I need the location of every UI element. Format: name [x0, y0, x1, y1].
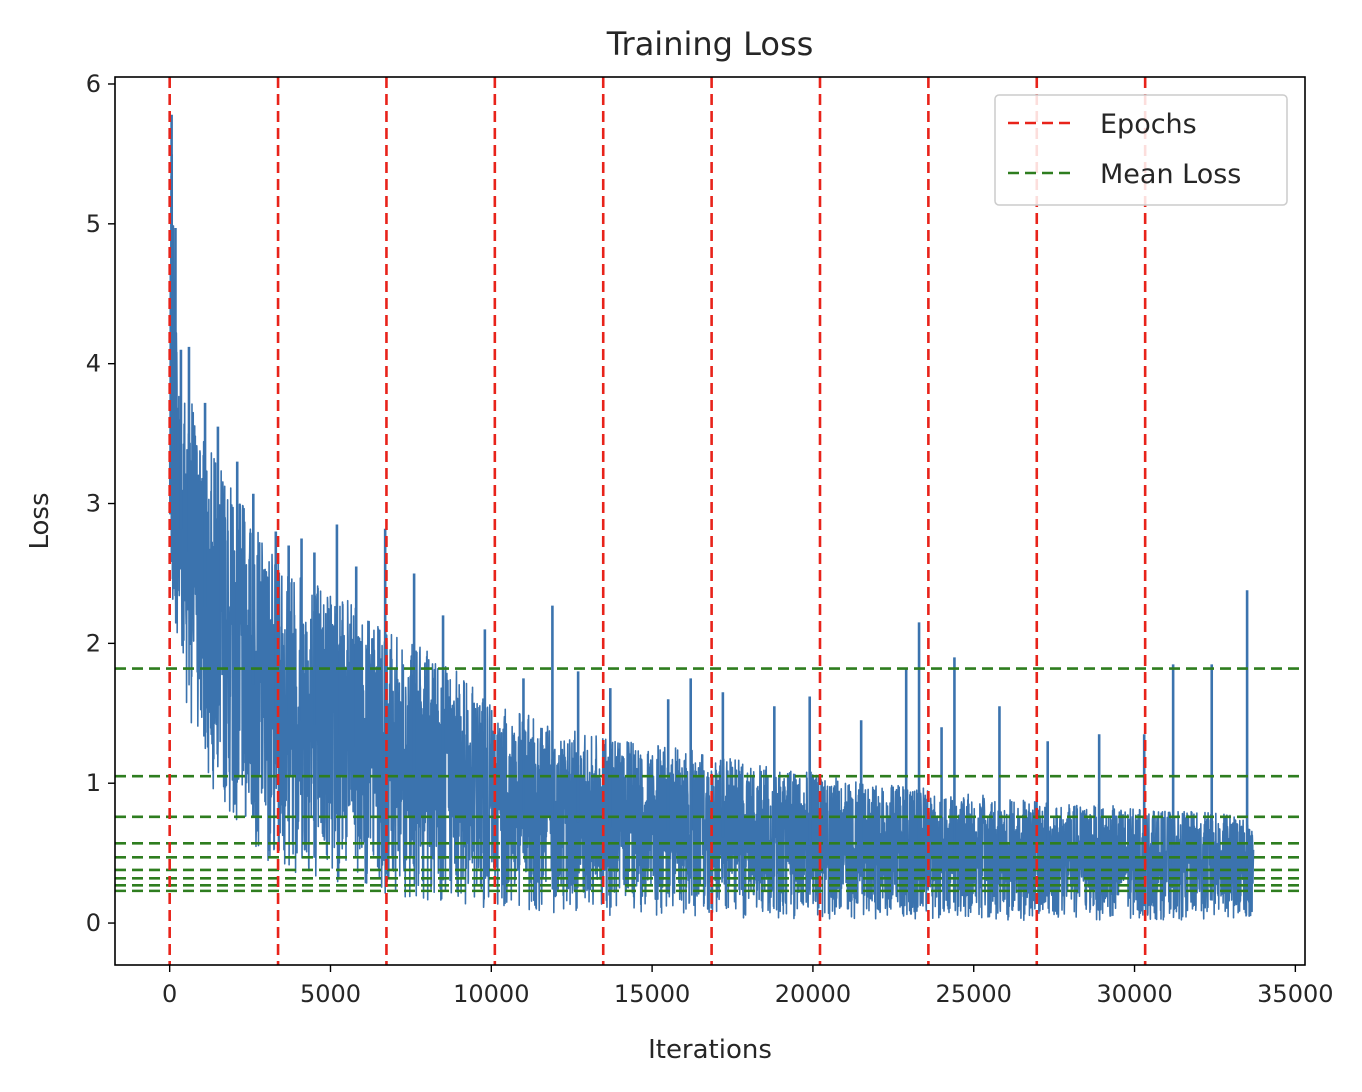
y-tick-label-1: 1	[86, 769, 101, 797]
x-tick-label-20000: 20000	[775, 980, 851, 1008]
legend-epochs-label: Epochs	[1100, 109, 1197, 140]
plot-area	[115, 77, 1305, 965]
mean-loss-lines	[115, 667, 1305, 893]
y-tick-label-2: 2	[86, 629, 101, 657]
legend: Epochs Mean Loss	[994, 94, 1288, 206]
x-tick-label-30000: 30000	[1096, 980, 1172, 1008]
x-tick-label-10000: 10000	[453, 980, 529, 1008]
x-axis-ticks: 0 5000 10000 15000 20000 25000 30000 35000	[162, 965, 1334, 1008]
legend-mean-loss-label: Mean Loss	[1100, 159, 1241, 190]
x-tick-label-0: 0	[162, 980, 177, 1008]
epoch-lines	[168, 77, 1147, 965]
x-tick-label-5000: 5000	[300, 980, 361, 1008]
loss-series	[168, 114, 1255, 922]
y-axis-label: Loss	[25, 492, 55, 549]
loss-line	[168, 129, 1255, 922]
y-axis-ticks: 0 1 2 3 4 5 6	[86, 70, 115, 937]
x-tick-label-35000: 35000	[1257, 980, 1333, 1008]
y-tick-label-6: 6	[86, 70, 101, 98]
y-tick-label-0: 0	[86, 909, 101, 937]
x-tick-label-25000: 25000	[936, 980, 1012, 1008]
chart-title: Training Loss	[606, 25, 814, 63]
y-tick-label-5: 5	[86, 210, 101, 238]
x-tick-label-15000: 15000	[614, 980, 690, 1008]
x-axis-label: Iterations	[648, 1035, 772, 1065]
y-tick-label-3: 3	[86, 490, 101, 518]
y-tick-label-4: 4	[86, 350, 101, 378]
plot-frame	[114, 76, 1306, 966]
